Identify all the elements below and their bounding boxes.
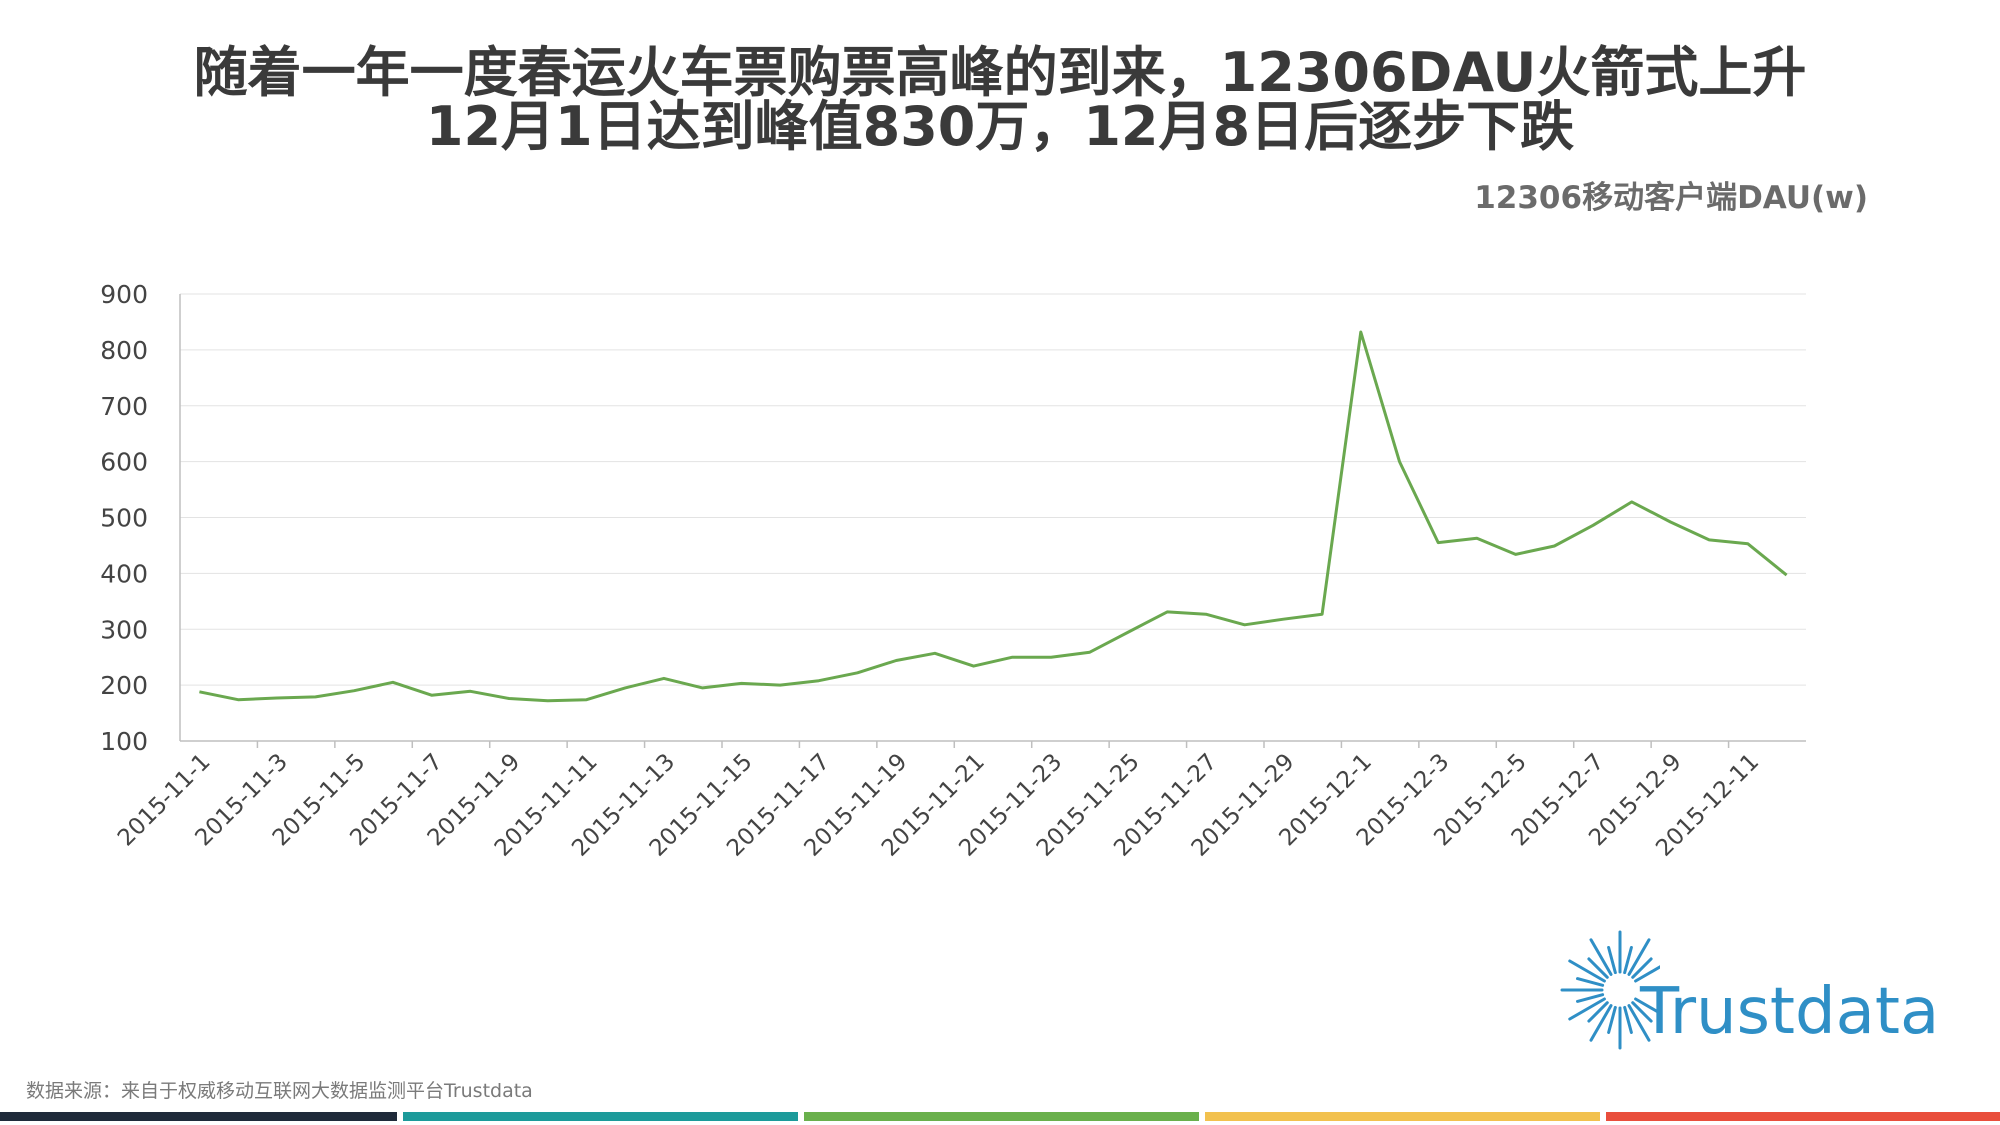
y-tick-label: 700 xyxy=(100,392,148,421)
footer-bar-3 xyxy=(804,1112,1199,1121)
data-source-note: 数据来源：来自于权威移动互联网大数据监测平台Trustdata xyxy=(26,1080,533,1102)
chart-series-label: 12306移动客户端DAU(w) xyxy=(1474,180,1868,216)
y-tick-label: 500 xyxy=(100,504,148,533)
y-tick-label: 200 xyxy=(100,671,148,700)
page-title-line-1: 随着一年一度春运火车票购票高峰的到来，12306DAU火箭式上升 xyxy=(193,41,1807,104)
trustdata-logo-text: Trustdata xyxy=(1640,975,1940,1049)
y-tick-label: 900 xyxy=(100,280,148,309)
page-title-line-2: 12月1日达到峰值830万，12月8日后逐步下跌 xyxy=(425,95,1575,158)
y-tick-label: 800 xyxy=(100,336,148,365)
footer-bar-5 xyxy=(1606,1112,2000,1121)
series-line-0 xyxy=(199,330,1788,703)
footer-bar-1 xyxy=(0,1112,397,1121)
footer-bar-4 xyxy=(1205,1112,1600,1121)
y-tick-label: 400 xyxy=(100,559,148,588)
footer-bar-2 xyxy=(403,1112,798,1121)
y-tick-label: 300 xyxy=(100,615,148,644)
trustdata-logo-icon xyxy=(1560,930,1660,1050)
y-tick-label: 600 xyxy=(100,448,148,477)
y-tick-label: 100 xyxy=(100,727,148,756)
